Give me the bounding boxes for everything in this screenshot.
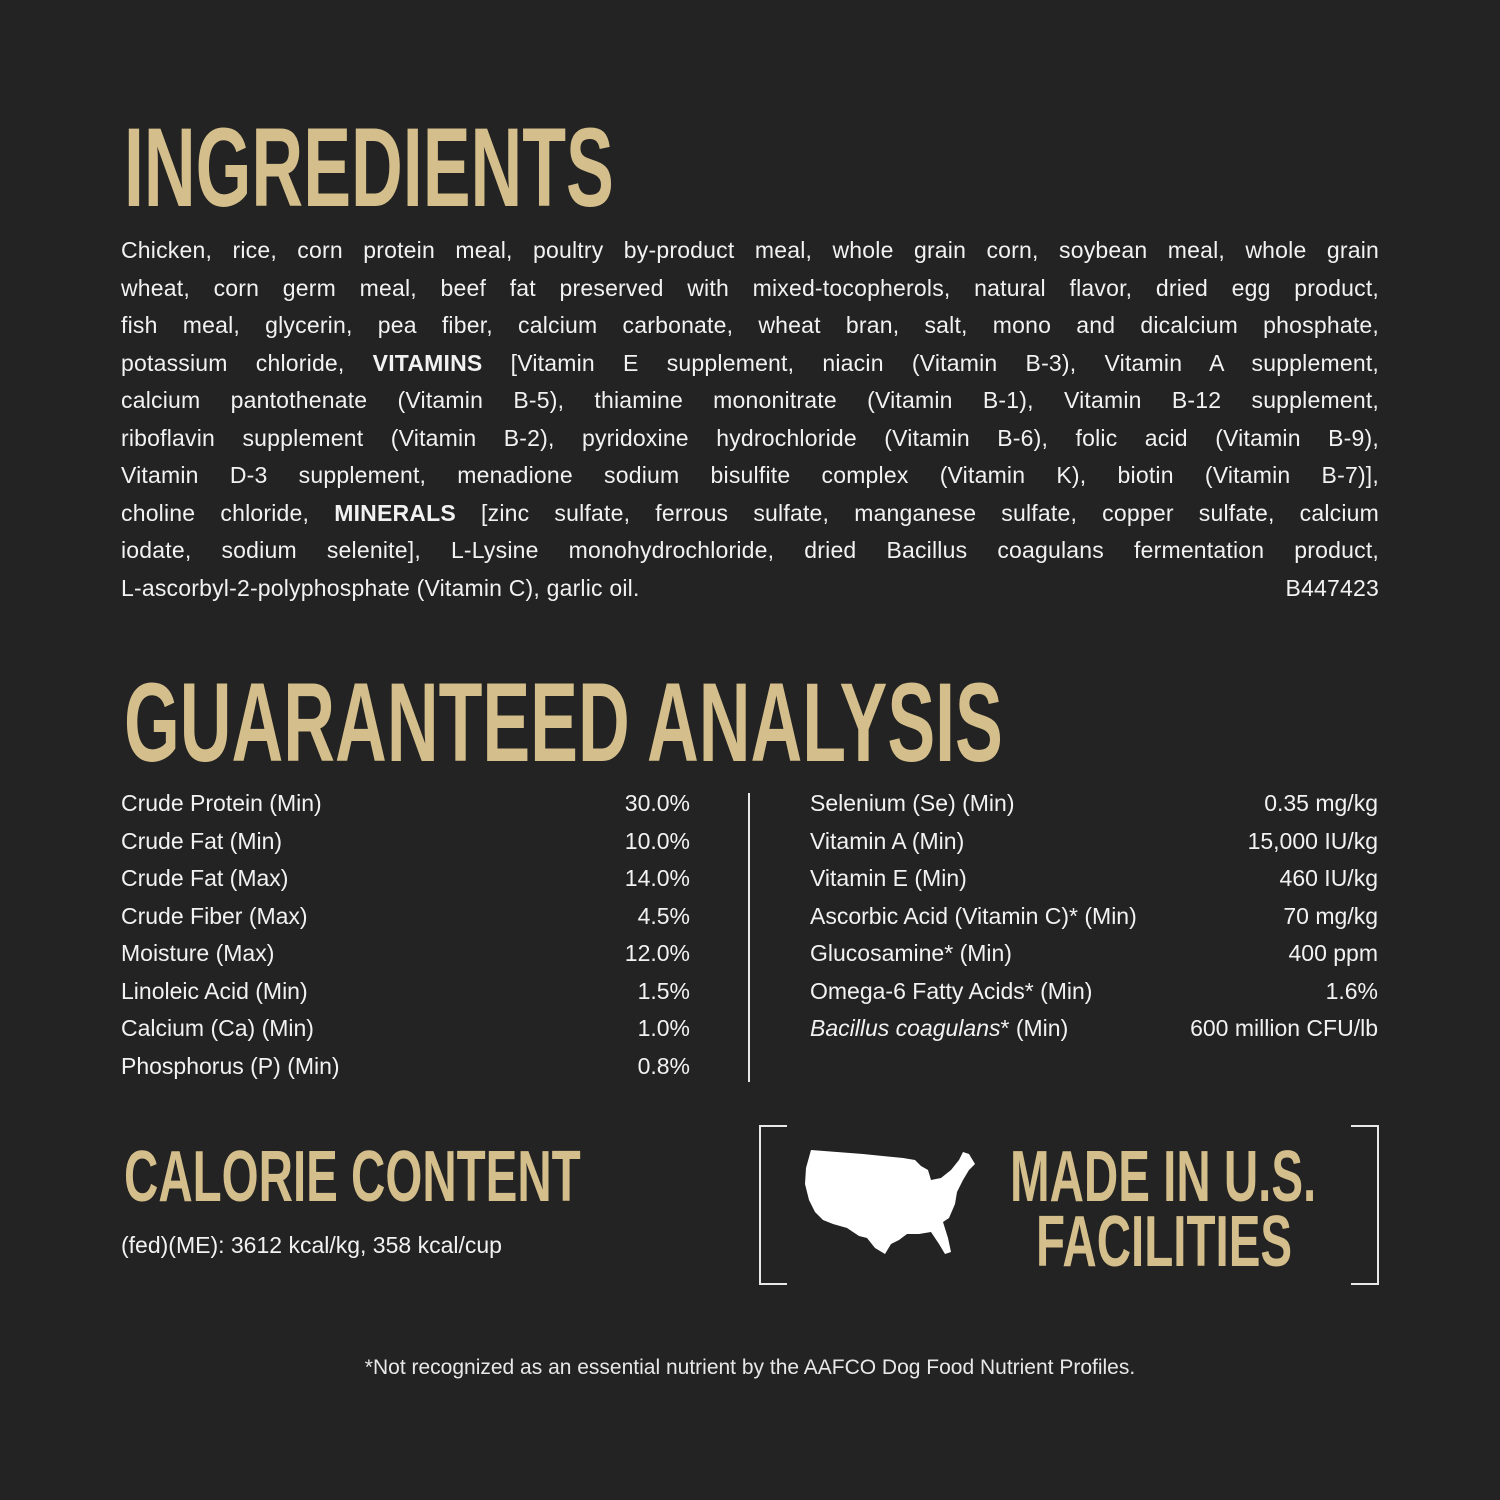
analysis-row: Vitamin A (Min) 15,000 IU/kg (810, 823, 1378, 861)
text: choline chloride, (121, 499, 335, 526)
nutrient-value: 1.6% (1325, 977, 1378, 1004)
nutrient-label: Glucosamine* (Min) (810, 940, 1012, 966)
analysis-row: Crude Fat (Max) 14.0% (121, 860, 690, 898)
nutrient-label-suffix: * (Min) (1000, 1015, 1069, 1041)
analysis-title: GUARANTEED ANALYSIS (124, 660, 1003, 785)
ingredients-title: INGREDIENTS (124, 105, 614, 230)
analysis-row: Moisture (Max) 12.0% (121, 935, 690, 973)
analysis-right-column: Selenium (Se) (Min) 0.35 mg/kg Vitamin A (… (810, 785, 1378, 1048)
analysis-row: Vitamin E (Min) 460 IU/kg (810, 860, 1378, 898)
nutrient-label: Linoleic Acid (Min) (121, 977, 308, 1004)
nutrient-value: 600 million CFU/lb (1190, 1015, 1378, 1041)
text: [Vitamin E supplement, niacin (Vitamin B… (482, 349, 1379, 376)
ingredients-line: riboflavin supplement (Vitamin B-2), pyr… (121, 424, 1379, 451)
nutrient-value: 0.8% (637, 1052, 690, 1079)
ingredients-line: calcium pantothenate (Vitamin B-5), thia… (121, 387, 1379, 413)
nutrient-value: 0.35 mg/kg (1264, 790, 1378, 816)
analysis-row: Crude Protein (Min) 30.0% (121, 785, 690, 823)
nutrient-value: 30.0% (624, 790, 690, 816)
calorie-text: (fed)(ME): 3612 kcal/kg, 358 kcal/cup (121, 1232, 502, 1258)
analysis-row: Calcium (Ca) (Min) 1.0% (121, 1010, 690, 1048)
analysis-row: Ascorbic Acid (Vitamin C)* (Min) 70 mg/kg (810, 898, 1378, 936)
made-in-line1: MADE IN U.S. (1010, 1137, 1317, 1217)
nutrient-label: Omega-6 Fatty Acids* (Min) (810, 977, 1093, 1004)
nutrient-value: 14.0% (624, 865, 690, 891)
nutrient-label: Calcium (Ca) (Min) (121, 1015, 314, 1041)
ingredients-line: fish meal, glycerin, pea fiber, calcium … (121, 312, 1379, 338)
nutrient-label: Bacillus coagulans* (Min) (810, 1010, 1068, 1048)
ingredients-last-line: L-ascorbyl-2-polyphosphate (Vitamin C), … (121, 570, 1379, 608)
analysis-row: Bacillus coagulans* (Min) 600 million CFU… (810, 1010, 1378, 1048)
analysis-left-column: Crude Protein (Min) 30.0% Crude Fat (Min) 1… (121, 785, 690, 1085)
column-divider (748, 793, 750, 1082)
analysis-row: Glucosamine* (Min) 400 ppm (810, 935, 1378, 973)
nutrient-value: 1.0% (637, 1015, 690, 1041)
product-code: B447423 (1285, 574, 1379, 601)
nutrient-label: Crude Fiber (Max) (121, 902, 308, 929)
nutrient-value: 15,000 IU/kg (1247, 827, 1378, 854)
analysis-row: Crude Fat (Min) 10.0% (121, 823, 690, 861)
nutrient-label: Crude Fat (Max) (121, 865, 289, 891)
nutrient-label: Selenium (Se) (Min) (810, 790, 1015, 816)
ingredients-line: iodate, sodium selenite], L-Lysine monoh… (121, 537, 1379, 563)
nutrient-label: Crude Fat (Min) (121, 827, 283, 854)
ingredients-list: Chicken, rice, corn protein meal, poultr… (121, 232, 1379, 607)
text: [zinc sulfate, ferrous sulfate, manganes… (455, 499, 1379, 526)
made-in-line2: FACILITIES (1036, 1202, 1293, 1282)
nutrient-value: 10.0% (624, 827, 690, 854)
usa-map-icon (805, 1150, 975, 1254)
ingredients-line: L-ascorbyl-2-polyphosphate (Vitamin C), … (121, 574, 640, 601)
nutrient-value: 12.0% (624, 940, 690, 966)
nutrient-label: Vitamin A (Min) (810, 827, 965, 854)
analysis-row: Omega-6 Fatty Acids* (Min) 1.6% (810, 973, 1378, 1011)
analysis-row: Linoleic Acid (Min) 1.5% (121, 973, 690, 1011)
nutrient-value: 70 mg/kg (1283, 902, 1378, 929)
nutrient-label: Phosphorus (P) (Min) (121, 1052, 340, 1079)
footnote: *Not recognized as an essential nutrient… (364, 1356, 1136, 1379)
nutrient-label: Crude Protein (Min) (121, 790, 322, 816)
nutrient-value: 4.5% (637, 902, 690, 929)
analysis-row: Crude Fiber (Max) 4.5% (121, 898, 690, 936)
ingredients-line: Chicken, rice, corn protein meal, poultr… (121, 237, 1379, 263)
right-bracket (1351, 1125, 1379, 1285)
ingredients-line: Vitamin D-3 supplement, menadione sodium… (121, 462, 1379, 488)
nutrient-value: 400 ppm (1288, 940, 1378, 966)
nutrient-label: Ascorbic Acid (Vitamin C)* (Min) (810, 902, 1137, 929)
ingredients-line: potassium chloride, VITAMINS [Vitamin E … (121, 345, 1379, 383)
analysis-row: Selenium (Se) (Min) 0.35 mg/kg (810, 785, 1378, 823)
minerals-heading: MINERALS (334, 499, 456, 526)
nutrient-value: 460 IU/kg (1279, 865, 1378, 891)
nutrient-value: 1.5% (637, 977, 690, 1004)
vitamins-heading: VITAMINS (372, 349, 483, 376)
text: potassium chloride, (121, 349, 373, 376)
nutrient-label-italic: Bacillus coagulans (810, 1015, 1001, 1041)
nutrient-label: Moisture (Max) (121, 940, 275, 966)
ingredients-line: wheat, corn germ meal, beef fat preserve… (121, 274, 1379, 301)
calorie-title: CALORIE CONTENT (124, 1137, 581, 1217)
ingredients-line: choline chloride, MINERALS [zinc sulfate… (121, 495, 1379, 533)
left-bracket (759, 1125, 787, 1285)
nutrient-label: Vitamin E (Min) (810, 865, 967, 891)
analysis-row: Phosphorus (P) (Min) 0.8% (121, 1048, 690, 1086)
